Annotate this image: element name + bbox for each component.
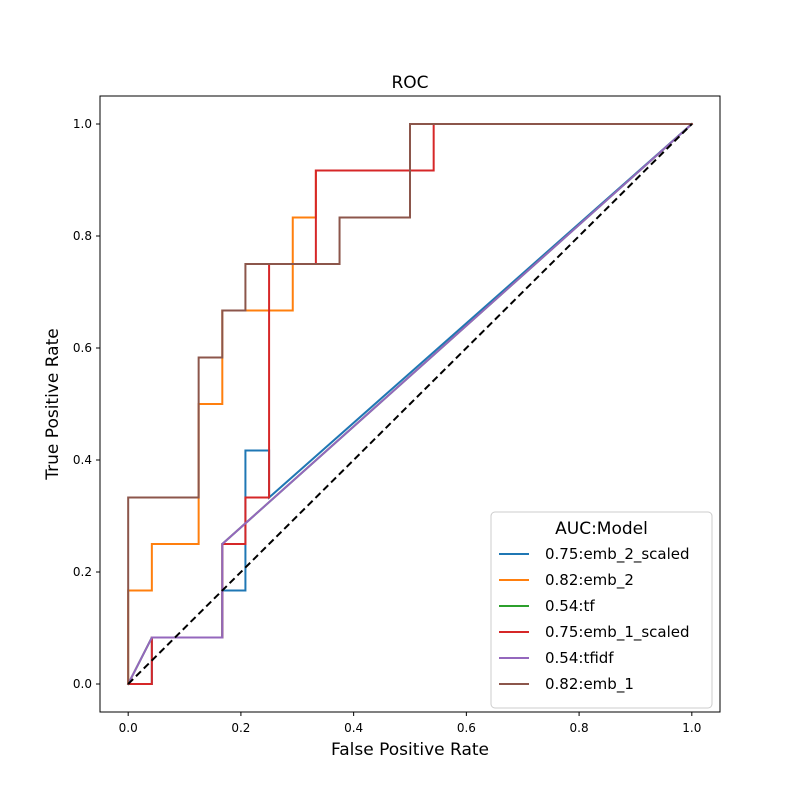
y-axis-label: True Positive Rate [43,328,63,480]
y-tick-label: 1.0 [73,117,92,131]
x-tick-label: 0.0 [119,721,138,735]
legend-label-2: 0.54:tf [545,597,595,615]
legend-label-1: 0.82:emb_2 [545,571,634,590]
x-tick-label: 0.4 [344,721,363,735]
plot-frame [99,95,721,713]
x-tick-label: 0.6 [457,721,476,735]
x-axis-label: False Positive Rate [331,740,489,760]
legend-box [490,511,713,709]
y-tick-label: 0.2 [73,565,92,579]
reference-diagonal-line [127,123,693,685]
plot-area: 0.0 0.2 0.4 0.6 0.8 1.0 0.0 0.2 0.4 0.6 0.8 1.0 [73,95,721,735]
x-tick-label: 0.2 [231,721,250,735]
x-tick-label: 0.8 [570,721,589,735]
y-tick-label: 0.8 [73,229,92,243]
series-line-5 [127,123,693,685]
y-tick-label: 0.0 [73,677,92,691]
legend-title: AUC:Model [555,519,648,539]
legend-label-4: 0.54:tfidf [545,649,614,667]
legend-label-3: 0.75:emb_1_scaled [545,623,690,642]
series-line-4 [126,122,694,686]
chart-title: ROC [391,73,428,93]
y-tick-label: 0.6 [73,341,92,355]
legend: AUC:Model 0.75:emb_2_scaled 0.82:emb_2 0.54… [490,511,713,709]
legend-label-0: 0.75:emb_2_scaled [545,545,690,564]
y-tick-label: 0.4 [73,453,92,467]
legend-label-5: 0.82:emb_1 [545,675,634,694]
x-tick-label: 1.0 [682,721,701,735]
